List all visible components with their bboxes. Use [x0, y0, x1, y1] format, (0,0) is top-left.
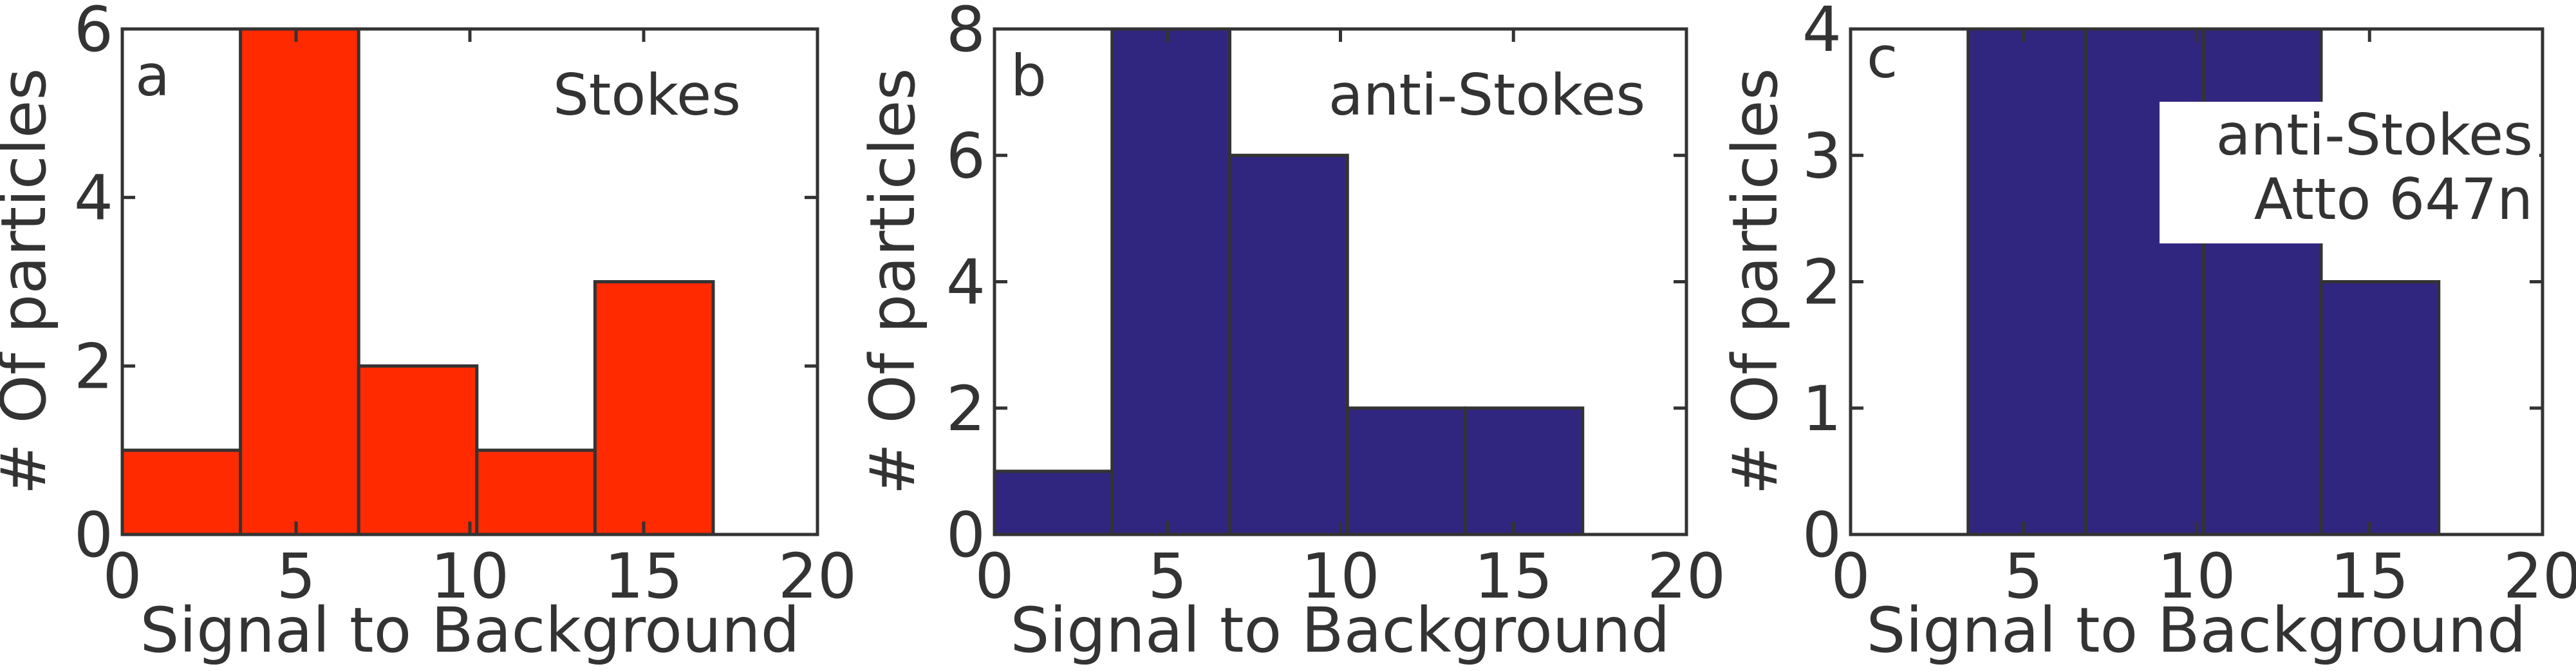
panel-c-y-tick-label: 3 — [1802, 120, 1842, 192]
panel-c-annotation-line-2: Atto 647n — [2254, 166, 2533, 232]
panel-a-y-tick-label: 4 — [74, 162, 113, 234]
panel-c-x-tick-label: 15 — [2330, 540, 2409, 612]
panel-b-y-tick-label: 0 — [946, 499, 985, 571]
panel-a-x-axis-title: Signal to Background — [140, 594, 799, 666]
panel-a-x-tick-label: 10 — [431, 540, 509, 612]
panel-a-ticks: 0 5 10 15 20 0 2 4 6 — [74, 0, 857, 612]
panel-a-y-tick-label: 2 — [74, 330, 113, 402]
panel-b-y-tick-label: 6 — [946, 120, 985, 192]
panel-b-ticks: 0 5 10 15 20 0 2 4 6 8 — [946, 0, 1726, 612]
panel-b-y-tick-label: 2 — [946, 373, 985, 445]
panel-c-x-tick-label: 10 — [2157, 540, 2235, 612]
panel-b-bar-3 — [1228, 153, 1349, 536]
panel-a-annotation-line-1: Stokes — [553, 62, 741, 128]
panel-c-y-tick-label: 0 — [1802, 499, 1842, 571]
panel-a-bar-1 — [120, 448, 243, 536]
panel-b-x-axis-title: Signal to Background — [1010, 594, 1670, 666]
panel-c-x-tick-label: 5 — [2004, 540, 2043, 612]
panel-b-x-tick-label: 20 — [1647, 540, 1726, 612]
panel-a-bar-3 — [357, 364, 479, 536]
panel-b-annotation-line-1: anti-Stokes — [1329, 62, 1645, 128]
panel-a-x-tick-label: 5 — [276, 540, 315, 612]
panel-c-ticks: 0 5 10 15 20 0 1 2 3 4 — [1802, 0, 2576, 612]
panel-a-y-axis-title: # Of particles — [0, 68, 60, 495]
panel-c-bar-2 — [2084, 27, 2205, 536]
panel-c-x-tick-label: 20 — [2503, 540, 2576, 612]
panel-c-y-tick-label: 2 — [1802, 247, 1842, 319]
panel-b-x-tick-label: 0 — [975, 540, 1014, 612]
panel-a-x-tick-label: 0 — [102, 540, 142, 612]
panel-a-y-tick-label: 0 — [74, 499, 113, 571]
panel-c-bars — [1966, 27, 2441, 536]
panel-c-x-tick-label: 0 — [1831, 540, 1870, 612]
panel-b-y-tick-label: 8 — [946, 0, 985, 66]
panel-b-y-axis-title: # Of particles — [857, 68, 929, 495]
panel-c-annotation-box — [2160, 102, 2539, 243]
panel-c-bar-1 — [1966, 27, 2087, 536]
panel-b-bar-2 — [1110, 27, 1231, 536]
panel-a: 0 5 10 15 20 0 2 4 6 a Stokes Signal to Backgrou… — [0, 0, 857, 666]
panel-b-bar-4 — [1345, 406, 1467, 536]
panel-a-x-tick-label: 15 — [604, 540, 683, 612]
panel-b-y-tick-label: 4 — [946, 247, 985, 319]
panel-c-bar-4 — [2319, 280, 2441, 536]
panel-a-letter: a — [135, 43, 170, 109]
panel-b-x-tick-label: 5 — [1148, 540, 1187, 612]
panel-c-x-axis-title: Signal to Background — [1866, 594, 2526, 666]
panel-a-bar-4 — [475, 448, 597, 536]
panel-c-y-tick-label: 4 — [1802, 0, 1842, 66]
panel-b-x-tick-label: 10 — [1301, 540, 1379, 612]
panel-b-bar-5 — [1463, 406, 1585, 536]
panel-a-annotation: Stokes — [553, 62, 741, 128]
panel-a-x-tick-label: 20 — [778, 540, 857, 612]
panel-a-y-tick-label: 6 — [74, 0, 113, 66]
panel-c-y-axis-title: # Of particles — [1719, 68, 1791, 495]
panel-b-bar-1 — [993, 469, 1114, 536]
panel-b-x-tick-label: 15 — [1474, 540, 1553, 612]
panel-a-bar-5 — [593, 280, 715, 536]
panel-c-annotation-line-1: anti-Stokes — [2216, 102, 2533, 168]
panel-a-bars — [120, 27, 715, 536]
panel-a-bar-2 — [239, 27, 360, 536]
panel-b-bars — [993, 27, 1585, 536]
panel-b: 0 5 10 15 20 0 2 4 6 8 b anti-Stokes Signal to Ba… — [857, 0, 1726, 666]
panel-b-annotation: anti-Stokes — [1329, 62, 1645, 128]
panel-c-letter: c — [1867, 24, 1898, 91]
panel-b-letter: b — [1011, 43, 1047, 109]
panel-c-y-tick-label: 1 — [1802, 373, 1842, 445]
